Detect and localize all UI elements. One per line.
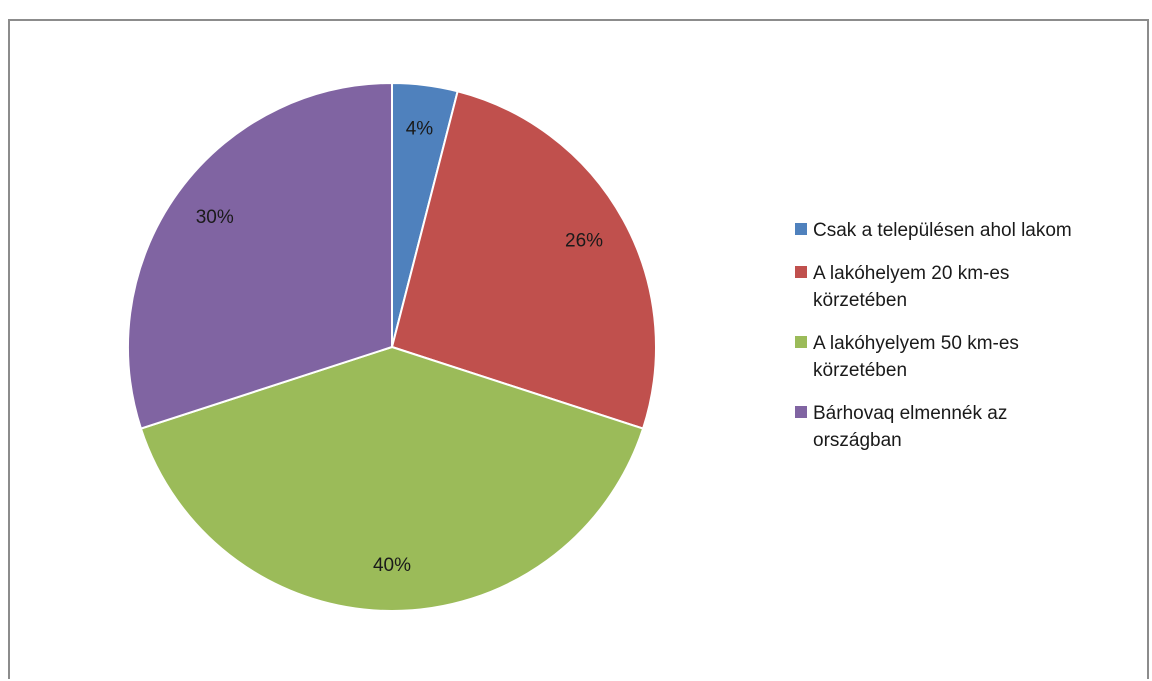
legend-label-1: Csak a településen ahol lakom	[813, 220, 1072, 241]
legend-label-4: Bárhovaq elmennék az országban	[813, 403, 1008, 451]
pie-slice-2	[390, 90, 657, 430]
legend-swatch-3	[795, 336, 807, 348]
pie-slice-4	[127, 81, 393, 430]
legend-swatch-4	[795, 406, 807, 418]
legend-swatch-2	[795, 266, 807, 278]
legend-item-3: A lakóhyelyem 50 km-es körzetében	[795, 330, 1152, 384]
legend-swatch-1	[795, 223, 807, 235]
pie-slices	[127, 81, 657, 612]
pie-slice-label-4: 30%	[196, 207, 234, 228]
legend-item-4: Bárhovaq elmennék az országban	[795, 400, 1152, 454]
chart-frame: 4% 26% 40% 30% Csak a településen ahol lako…	[8, 19, 1149, 679]
legend-label-3: A lakóhyelyem 50 km-es körzetében	[813, 333, 1019, 381]
legend-item-2: A lakóhelyem 20 km-es körzetében	[795, 260, 1152, 314]
pie-slice-3	[139, 345, 645, 612]
pie-slice-label-2: 26%	[565, 230, 603, 251]
pie-chart: 4% 26% 40% 30%	[127, 81, 657, 612]
legend: Csak a településen ahol lakom A lakóhely…	[795, 217, 1152, 470]
pie-slice-label-1: 4%	[406, 119, 434, 140]
legend-item-1: Csak a településen ahol lakom	[795, 217, 1152, 244]
pie-labels: 4% 26% 40% 30%	[196, 119, 603, 577]
legend-label-2: A lakóhelyem 20 km-es körzetében	[813, 263, 1010, 311]
pie-slice-label-3: 40%	[373, 555, 411, 576]
